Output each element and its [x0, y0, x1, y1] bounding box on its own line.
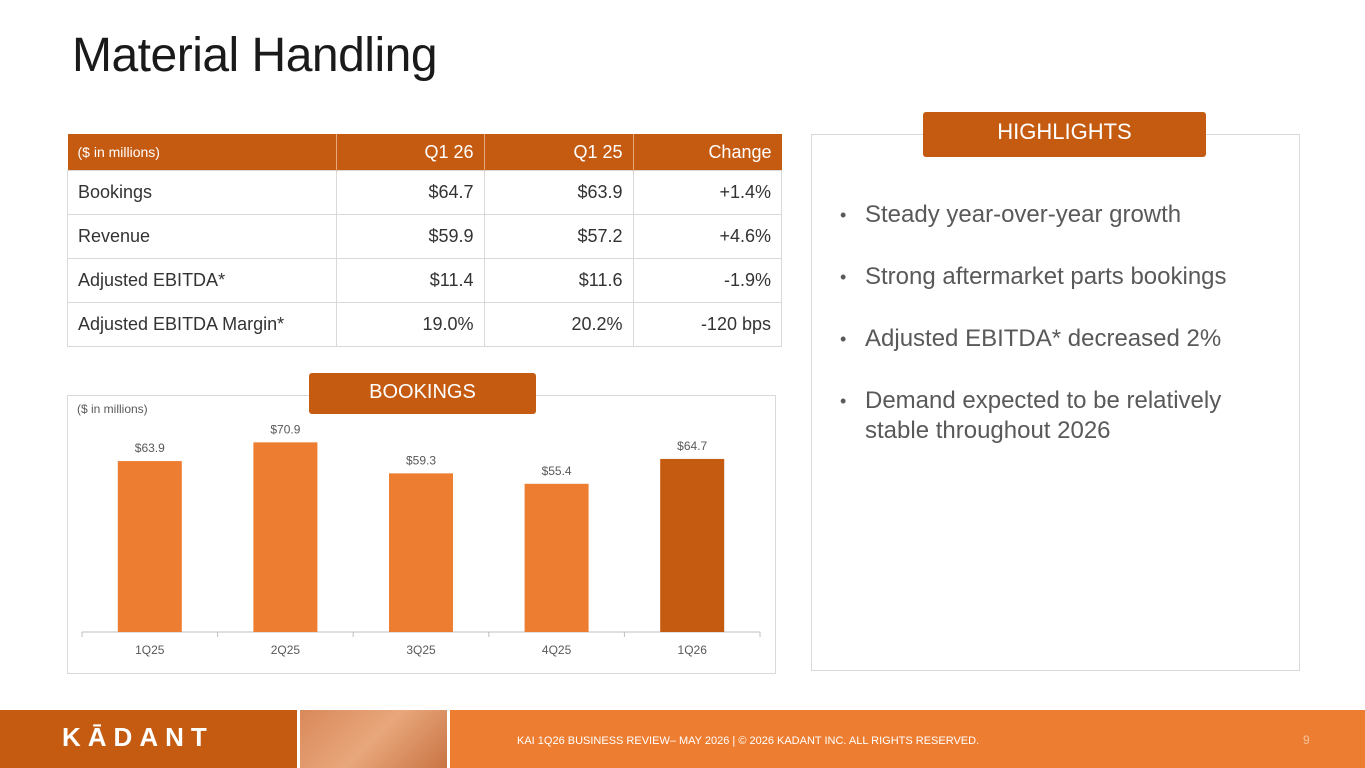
table-cell: $63.9	[483, 170, 634, 215]
footer-text: KAI 1Q26 BUSINESS REVIEW– MAY 2026 | © 2…	[517, 735, 980, 747]
table-cell: $11.4	[335, 258, 485, 303]
table-cell: $11.6	[483, 258, 634, 303]
highlight-item: Demand expected to be relatively stable …	[840, 386, 1260, 446]
table-cell: -120 bps	[632, 302, 782, 347]
table-cell: Adjusted EBITDA Margin*	[67, 302, 337, 347]
table-cell: $64.7	[335, 170, 485, 215]
table-cell: 19.0%	[335, 302, 485, 347]
table-row: Adjusted EBITDA Margin* 19.0% 20.2% -120 bp…	[67, 302, 782, 347]
value-label: $70.9	[270, 422, 300, 436]
slide-title: Material Handling	[72, 29, 438, 82]
table-row: Adjusted EBITDA* $11.4 $11.6 -1.9%	[67, 258, 782, 303]
bar	[660, 458, 725, 632]
highlights-list: Steady year-over-year growth Strong after…	[840, 200, 1260, 478]
table-cell: 20.2%	[483, 302, 634, 347]
footer-logo-band	[0, 710, 297, 768]
footer-band	[450, 710, 1365, 768]
table-cell: Revenue	[67, 214, 337, 259]
value-label: $63.9	[135, 441, 165, 455]
bar	[524, 483, 589, 632]
table-cell: -1.9%	[632, 258, 782, 303]
bar	[117, 461, 182, 632]
highlight-item: Adjusted EBITDA* decreased 2%	[840, 324, 1260, 354]
x-tick-label: 1Q25	[135, 643, 165, 657]
footer-logo: KĀDANT	[62, 722, 214, 752]
value-label: $59.3	[406, 453, 436, 467]
bar	[389, 473, 453, 632]
x-tick-label: 1Q26	[678, 643, 708, 657]
x-tick-label: 4Q25	[542, 643, 572, 657]
highlight-item: Strong aftermarket parts bookings	[840, 262, 1260, 292]
chart-title: BOOKINGS	[309, 373, 536, 414]
header-cell: Change	[633, 134, 782, 171]
header-cell: Q1 25	[484, 134, 634, 171]
value-label: $55.4	[542, 464, 572, 478]
page-number: 9	[1303, 733, 1310, 747]
bar	[253, 442, 318, 632]
x-tick-label: 2Q25	[271, 643, 301, 657]
highlights-title: HIGHLIGHTS	[923, 112, 1206, 157]
header-cell: ($ in millions)	[67, 134, 337, 171]
table-cell: $57.2	[483, 214, 634, 259]
table-cell: $59.9	[335, 214, 485, 259]
chart-subtitle: ($ in millions)	[77, 402, 148, 416]
value-label: $64.7	[677, 439, 707, 453]
x-tick-label: 3Q25	[406, 643, 436, 657]
table-cell: Adjusted EBITDA*	[67, 258, 337, 303]
header-cell: Q1 26	[336, 134, 485, 171]
table-header: ($ in millions) Q1 26 Q1 25 Change	[67, 134, 782, 171]
highlight-item: Steady year-over-year growth	[840, 200, 1260, 230]
footer-image	[300, 710, 447, 768]
financial-table: ($ in millions) Q1 26 Q1 25 Change Booki…	[67, 134, 782, 347]
